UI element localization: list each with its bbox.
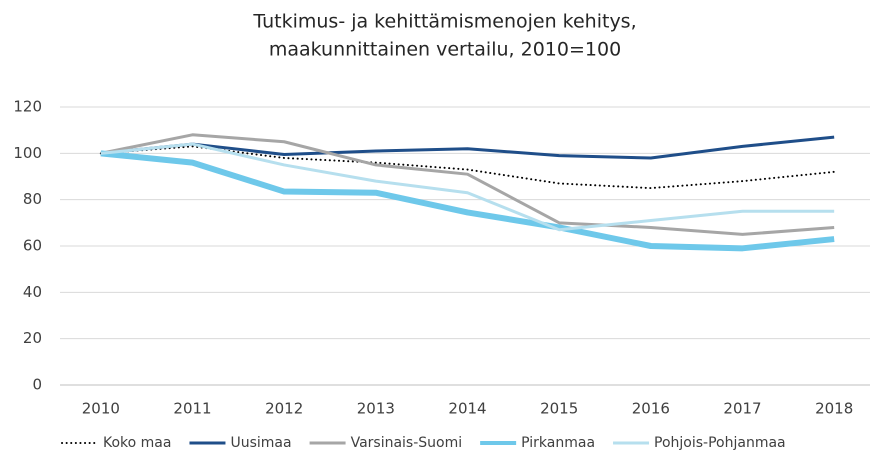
series-line xyxy=(100,135,835,160)
series-line xyxy=(99,145,836,190)
series-line xyxy=(100,150,835,252)
legend-item: Pirkanmaa xyxy=(480,435,595,451)
legend-label: Pohjois-Pohjanmaa xyxy=(654,435,786,451)
x-tick-label: 2017 xyxy=(723,400,761,418)
series-line xyxy=(100,133,835,236)
legend-label: Varsinais-Suomi xyxy=(351,435,463,451)
x-tick-label: 2011 xyxy=(173,400,211,418)
x-tick-label: 2015 xyxy=(540,400,578,418)
legend-item: Koko maa xyxy=(61,435,171,451)
y-tick-label: 20 xyxy=(23,329,42,347)
x-tick-label: 2012 xyxy=(265,400,303,418)
legend-label: Koko maa xyxy=(103,435,171,451)
x-tick-label: 2010 xyxy=(82,400,120,418)
y-tick-label: 120 xyxy=(13,98,42,116)
legend-item: Pohjois-Pohjanmaa xyxy=(613,435,786,451)
y-tick-label: 60 xyxy=(23,237,42,255)
y-tick-label: 40 xyxy=(23,283,42,301)
x-tick-label: 2014 xyxy=(448,400,486,418)
legend-label: Pirkanmaa xyxy=(521,435,595,451)
legend-item: Uusimaa xyxy=(189,435,292,451)
x-tick-label: 2013 xyxy=(357,400,395,418)
y-tick-label: 80 xyxy=(23,190,42,208)
chart-title: maakunnittainen vertailu, 2010=100 xyxy=(269,39,621,61)
x-tick-label: 2016 xyxy=(632,400,670,418)
y-tick-label: 0 xyxy=(32,376,42,394)
legend-item: Varsinais-Suomi xyxy=(309,435,463,451)
y-tick-label: 100 xyxy=(13,144,42,162)
x-tick-label: 2018 xyxy=(815,400,853,418)
legend-label: Uusimaa xyxy=(230,435,291,451)
chart-title: Tutkimus- ja kehittämismenojen kehitys, xyxy=(252,11,636,33)
series-line xyxy=(100,142,835,232)
